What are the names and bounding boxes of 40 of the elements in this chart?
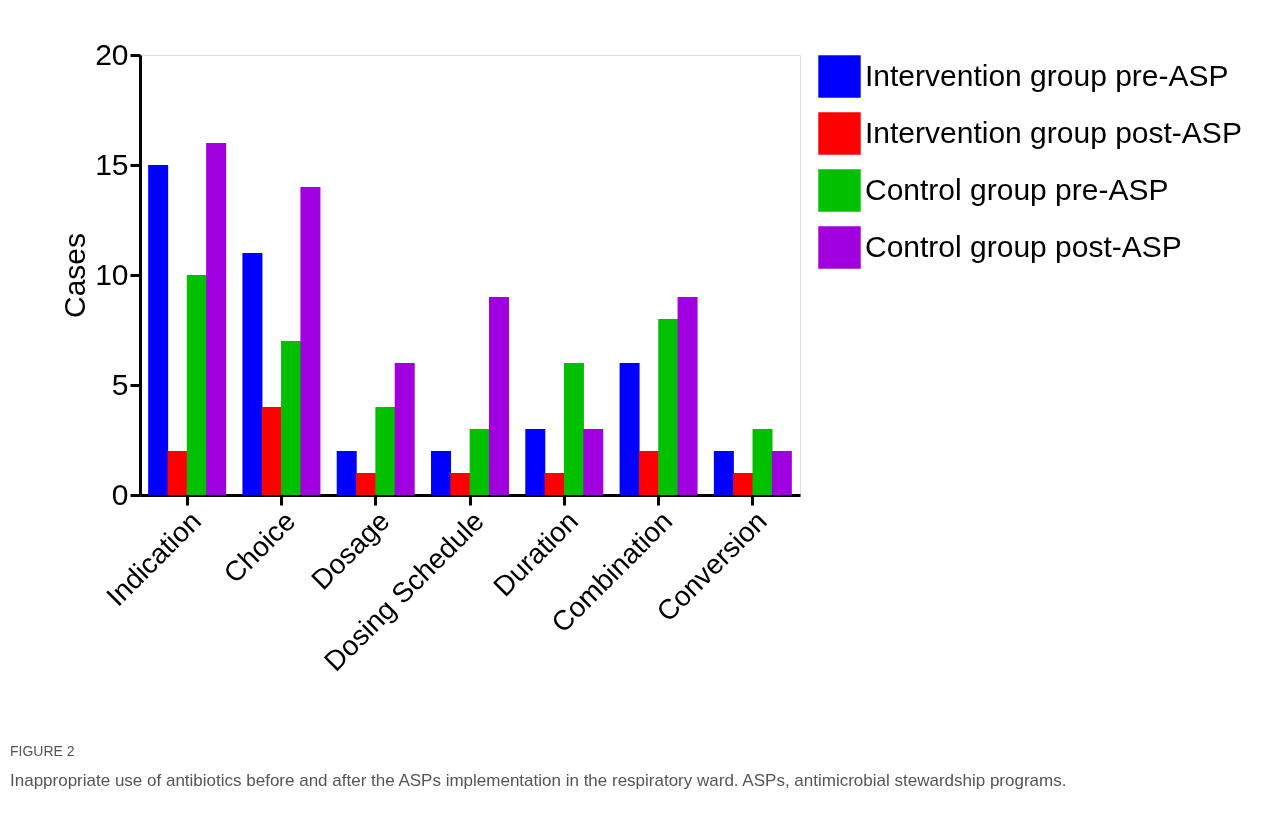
bar	[563, 363, 584, 495]
bar	[167, 451, 188, 495]
bar	[619, 363, 640, 495]
legend-label: Control group pre-ASP	[865, 172, 1169, 206]
bar	[771, 451, 792, 495]
legend-label: Intervention group post-ASP	[865, 115, 1242, 149]
bar	[281, 341, 302, 495]
bar	[713, 451, 734, 495]
bar	[261, 407, 282, 495]
bar	[148, 165, 169, 495]
bar	[658, 319, 679, 495]
bar	[733, 473, 754, 495]
bar	[488, 297, 509, 495]
bar	[242, 253, 263, 495]
bar	[206, 143, 227, 495]
legend-label: Intervention group pre-ASP	[865, 58, 1229, 92]
bar	[356, 473, 377, 495]
caption: FIGURE 2	[10, 743, 75, 759]
bar	[469, 429, 490, 495]
bar	[300, 187, 321, 495]
text: Inappropriate use of antibiotics before and after the ASPs implementation in the respiratory ward. ASPs, antimicrobial stewardship programs.	[10, 771, 1067, 790]
bar	[186, 275, 207, 495]
legend-label: Control group post-ASP	[865, 229, 1182, 263]
y-tick-label: 20	[95, 37, 129, 71]
bar	[752, 429, 773, 495]
bar	[336, 451, 357, 495]
y-axis-title: Cases	[58, 232, 92, 319]
y-tick-label: 0	[111, 477, 129, 511]
bar	[375, 407, 396, 495]
bar	[544, 473, 565, 495]
bar	[450, 473, 471, 495]
y-tick-label: 10	[95, 257, 129, 291]
bar	[431, 451, 452, 495]
y-tick-label: 15	[95, 147, 129, 181]
bar	[525, 429, 546, 495]
bar	[638, 451, 659, 495]
bar	[583, 429, 604, 495]
y-tick-label: 5	[111, 367, 129, 401]
bar	[394, 363, 415, 495]
bar	[677, 297, 698, 495]
